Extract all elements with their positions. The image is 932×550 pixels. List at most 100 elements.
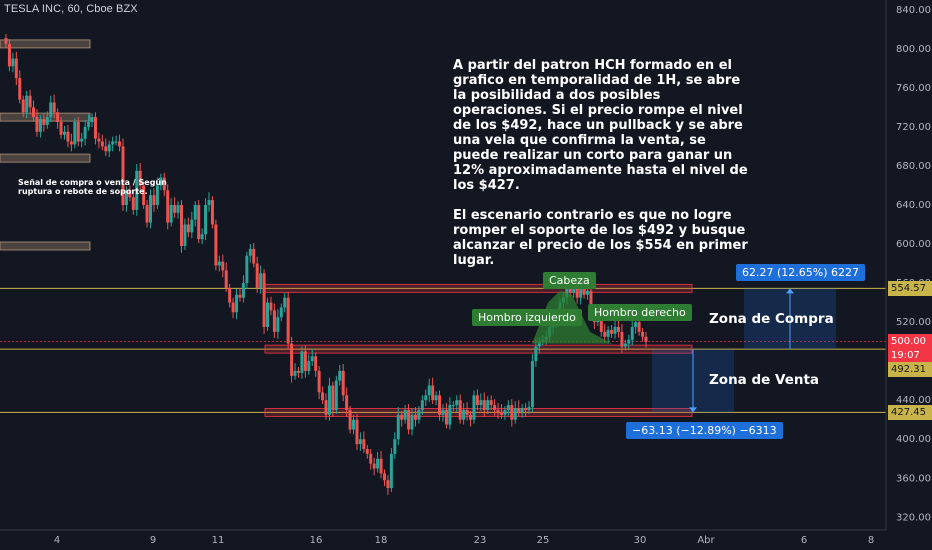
candle-body — [407, 409, 411, 430]
candle-body — [420, 400, 424, 410]
candle-body — [93, 117, 97, 139]
candle-body — [190, 219, 194, 233]
candle-body — [252, 248, 256, 264]
time-tick-label: 9 — [150, 535, 156, 546]
time-tick-label: 4 — [54, 535, 60, 546]
short-arrow-head — [689, 407, 697, 413]
candle-body — [259, 273, 263, 288]
candle-body — [341, 370, 345, 396]
candle-body — [52, 102, 56, 113]
long-position-stats[interactable]: 62.27 (12.65%) 6227 — [736, 264, 866, 281]
candle-body — [534, 346, 538, 362]
candle-body — [362, 439, 366, 449]
analysis-paragraph-2: El escenario contrario es que no logre r… — [453, 208, 748, 268]
candle-body — [441, 409, 445, 415]
candle-body — [14, 58, 18, 79]
candle-body — [272, 310, 276, 332]
candle-body — [606, 329, 610, 337]
candle-body — [179, 204, 183, 246]
candle-body — [45, 117, 49, 125]
candle-body — [204, 204, 208, 235]
candle-body — [444, 409, 448, 425]
candle-body — [610, 329, 614, 334]
price-tick-label: 520.00 — [896, 317, 931, 328]
candle-body — [345, 395, 349, 410]
candle-body — [503, 409, 507, 415]
candle-body — [327, 385, 331, 415]
candle-body — [200, 234, 204, 240]
candle-body — [472, 395, 476, 420]
candle-body — [479, 400, 483, 406]
candle-body — [589, 290, 593, 313]
candle-body — [32, 107, 36, 118]
zone-box — [0, 241, 91, 251]
candle-body — [266, 302, 270, 327]
candle-body — [616, 326, 620, 332]
candle-body — [537, 341, 541, 347]
candlestick-series[interactable] — [4, 34, 648, 495]
candle-body — [620, 331, 624, 347]
candle-body — [637, 322, 641, 332]
candle-body — [575, 283, 579, 298]
price-tag-492: 492.31 — [888, 362, 932, 378]
candle-body — [176, 204, 180, 213]
candle-body — [207, 200, 211, 205]
candle-body — [135, 170, 139, 210]
candle-body — [331, 385, 335, 410]
candle-body — [438, 395, 442, 415]
candle-body — [66, 131, 70, 142]
price-tick-label: 800.00 — [896, 44, 931, 55]
candle-body — [644, 336, 648, 342]
symbol-header[interactable]: TESLA INC, 60, Cboe BZX — [4, 3, 138, 15]
candle-body — [124, 190, 128, 205]
candle-body — [493, 405, 497, 410]
candle-body — [100, 141, 104, 147]
right-shoulder-label: Hombro derecho — [588, 304, 692, 321]
candle-body — [400, 414, 404, 420]
candle-body — [321, 392, 325, 401]
price-tag-554: 554.57 — [888, 280, 932, 296]
candle-body — [38, 119, 42, 132]
candle-body — [238, 294, 242, 298]
candle-body — [255, 263, 259, 288]
left-shoulder-label: Hombro izquierdo — [472, 309, 582, 326]
candle-body — [634, 322, 638, 327]
candle-body — [393, 439, 397, 454]
long-arrow-head — [786, 288, 794, 294]
candle-body — [513, 407, 517, 420]
signal-note: Señal de compra o venta / Según ruptura … — [18, 178, 167, 196]
candle-body — [114, 141, 118, 143]
candle-body — [334, 380, 338, 410]
candle-body — [186, 224, 190, 233]
candle-body — [324, 400, 328, 415]
candle-body — [59, 122, 63, 135]
time-axis[interactable]: 4 9 11 16 18 23 25 30 Abr 6 8 — [0, 529, 886, 546]
candle-body — [403, 409, 407, 420]
candle-body — [169, 204, 173, 223]
candle-body — [193, 204, 197, 220]
price-tick-label: 600.00 — [896, 239, 931, 250]
zone-box — [0, 39, 91, 49]
candle-body — [386, 480, 390, 489]
candle-body — [62, 131, 66, 135]
time-tick-label: Abr — [697, 535, 715, 546]
price-tick-label: 400.00 — [896, 434, 931, 445]
candle-body — [149, 195, 153, 223]
candle-body — [352, 419, 356, 430]
candle-body — [210, 200, 214, 225]
candle-body — [235, 294, 239, 313]
candle-body — [76, 122, 80, 142]
candle-body — [21, 99, 25, 113]
candle-body — [396, 414, 400, 440]
price-tick-label: 320.00 — [896, 512, 931, 523]
candle-body — [465, 409, 469, 415]
candle-body — [155, 185, 159, 205]
time-tick-label: 16 — [310, 535, 323, 546]
candle-body — [462, 409, 466, 420]
candle-body — [300, 351, 304, 373]
short-position-stats[interactable]: −63.13 (−12.89%) −6313 — [626, 422, 783, 439]
candle-body — [307, 361, 311, 371]
candle-body — [248, 248, 252, 256]
candle-body — [355, 419, 359, 445]
candle-body — [56, 112, 60, 123]
